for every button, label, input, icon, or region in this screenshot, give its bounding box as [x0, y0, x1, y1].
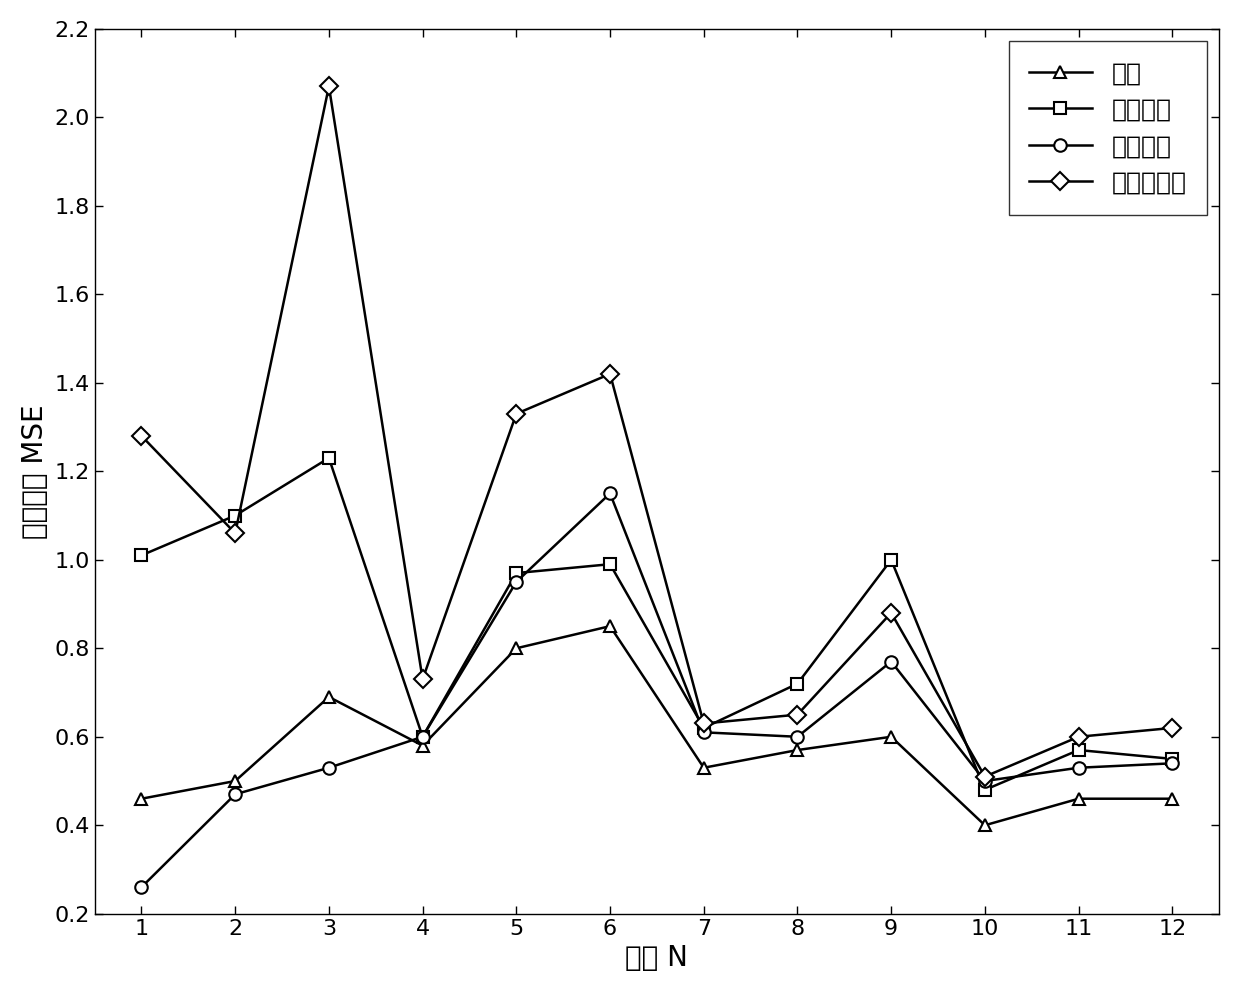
内圈故障 [508, 567, 523, 579]
外圈故障 [508, 576, 523, 588]
正常 [603, 621, 618, 633]
外圈故障 [1164, 758, 1179, 770]
内圈故障 [321, 452, 336, 464]
外圈故障 [697, 727, 712, 739]
内圈故障 [1164, 753, 1179, 765]
滚动体故障 [321, 80, 336, 92]
外圈故障 [603, 488, 618, 499]
Legend: 正常, 内圈故障, 外圈故障, 滚动体故障: 正常, 内圈故障, 外圈故障, 滚动体故障 [1009, 42, 1207, 214]
外圈故障 [1071, 762, 1086, 774]
Y-axis label: 多尺度熵 MSE: 多尺度熵 MSE [21, 404, 48, 538]
外圈故障 [415, 731, 430, 743]
Line: 外圈故障: 外圈故障 [135, 488, 1178, 894]
滚动体故障 [508, 408, 523, 420]
内圈故障 [697, 722, 712, 734]
正常 [977, 819, 992, 831]
正常 [508, 642, 523, 654]
外圈故障 [884, 655, 899, 667]
正常 [228, 776, 243, 787]
内圈故障 [790, 677, 805, 689]
内圈故障 [415, 731, 430, 743]
滚动体故障 [884, 607, 899, 619]
正常 [790, 744, 805, 756]
Line: 内圈故障: 内圈故障 [135, 452, 1178, 796]
Line: 正常: 正常 [135, 620, 1178, 831]
正常 [321, 691, 336, 703]
内圈故障 [1071, 744, 1086, 756]
内圈故障 [977, 783, 992, 795]
内圈故障 [603, 558, 618, 570]
正常 [134, 792, 149, 804]
正常 [884, 731, 899, 743]
外圈故障 [790, 731, 805, 743]
内圈故障 [884, 554, 899, 566]
内圈故障 [134, 549, 149, 561]
正常 [415, 740, 430, 752]
滚动体故障 [697, 718, 712, 730]
滚动体故障 [1164, 722, 1179, 734]
滚动体故障 [415, 673, 430, 685]
外圈故障 [228, 788, 243, 800]
滚动体故障 [228, 527, 243, 539]
X-axis label: 个数 N: 个数 N [625, 944, 688, 972]
滚动体故障 [977, 771, 992, 782]
滚动体故障 [134, 430, 149, 442]
正常 [697, 762, 712, 774]
Line: 滚动体故障: 滚动体故障 [135, 80, 1178, 782]
外圈故障 [134, 881, 149, 893]
滚动体故障 [790, 709, 805, 721]
正常 [1164, 792, 1179, 804]
外圈故障 [321, 762, 336, 774]
正常 [1071, 792, 1086, 804]
外圈故障 [977, 776, 992, 787]
滚动体故障 [1071, 731, 1086, 743]
内圈故障 [228, 509, 243, 521]
滚动体故障 [603, 368, 618, 380]
